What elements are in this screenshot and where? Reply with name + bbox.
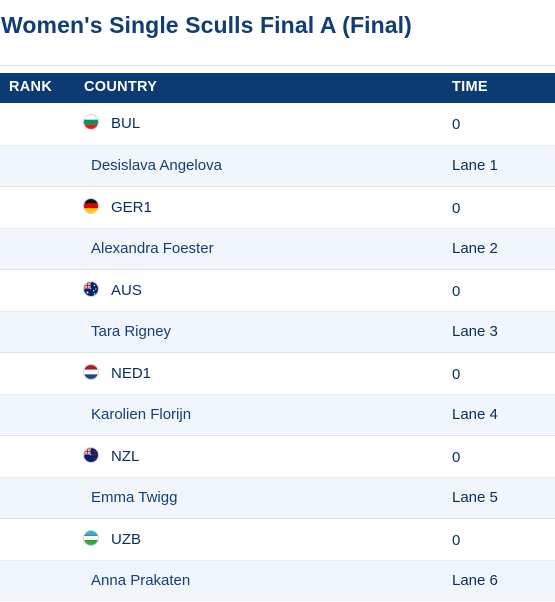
rank-column-header: RANK [9,79,53,95]
table-row[interactable]: UZB 0 [0,518,555,560]
table-row[interactable]: GER1 0 [0,186,555,228]
lane-label: Lane 2 [452,240,498,257]
germany-flag-icon [83,198,99,214]
country-code: NZL [111,448,140,465]
result-time: 0 [452,283,461,300]
table-row[interactable]: BUL 0 [0,103,555,145]
lane-label: Lane 6 [452,572,498,589]
country-column-header: COUNTRY [84,79,158,95]
lane-label: Lane 1 [452,157,498,174]
results-table-header: RANK COUNTRY TIME [0,73,555,103]
athlete-name[interactable]: Desislava Angelova [91,157,222,174]
athlete-name[interactable]: Karolien Florijn [91,406,192,423]
uzbekistan-flag-icon [83,530,99,546]
result-time: 0 [452,116,461,133]
lane-label: Lane 5 [452,489,498,506]
country-code: BUL [111,115,141,132]
new-zealand-flag-icon [83,447,99,463]
athlete-name[interactable]: Tara Rigney [91,323,172,340]
results-table-body: BUL 0 Desislava Angelova Lane 1 GER1 0 A… [0,103,555,601]
lane-label: Lane 3 [452,323,498,340]
netherlands-flag-icon [83,364,99,380]
athlete-name[interactable]: Anna Prakaten [91,572,191,589]
result-time: 0 [452,200,461,217]
athlete-row[interactable]: Karolien Florijn Lane 4 [0,394,555,435]
result-time: 0 [452,366,461,383]
athlete-row[interactable]: Anna Prakaten Lane 6 [0,560,555,601]
title-divider [0,65,555,66]
table-row[interactable]: AUS 0 [0,269,555,311]
result-time: 0 [452,449,461,466]
athlete-row[interactable]: Emma Twigg Lane 5 [0,477,555,518]
country-code: NED1 [111,365,152,382]
athlete-row[interactable]: Desislava Angelova Lane 1 [0,145,555,186]
page-title: Women's Single Sculls Final A (Final) [1,12,412,38]
country-code: AUS [111,282,142,299]
athlete-row[interactable]: Alexandra Foester Lane 2 [0,228,555,269]
time-column-header: TIME [452,79,488,95]
athlete-row[interactable]: Tara Rigney Lane 3 [0,311,555,352]
result-time: 0 [452,532,461,549]
athlete-name[interactable]: Emma Twigg [91,489,178,506]
table-row[interactable]: NED1 0 [0,352,555,394]
athlete-name[interactable]: Alexandra Foester [91,240,214,257]
bulgaria-flag-icon [83,114,99,130]
australia-flag-icon [83,281,99,297]
lane-label: Lane 4 [452,406,498,423]
country-code: GER1 [111,199,152,216]
table-row[interactable]: NZL 0 [0,435,555,477]
country-code: UZB [111,531,141,548]
